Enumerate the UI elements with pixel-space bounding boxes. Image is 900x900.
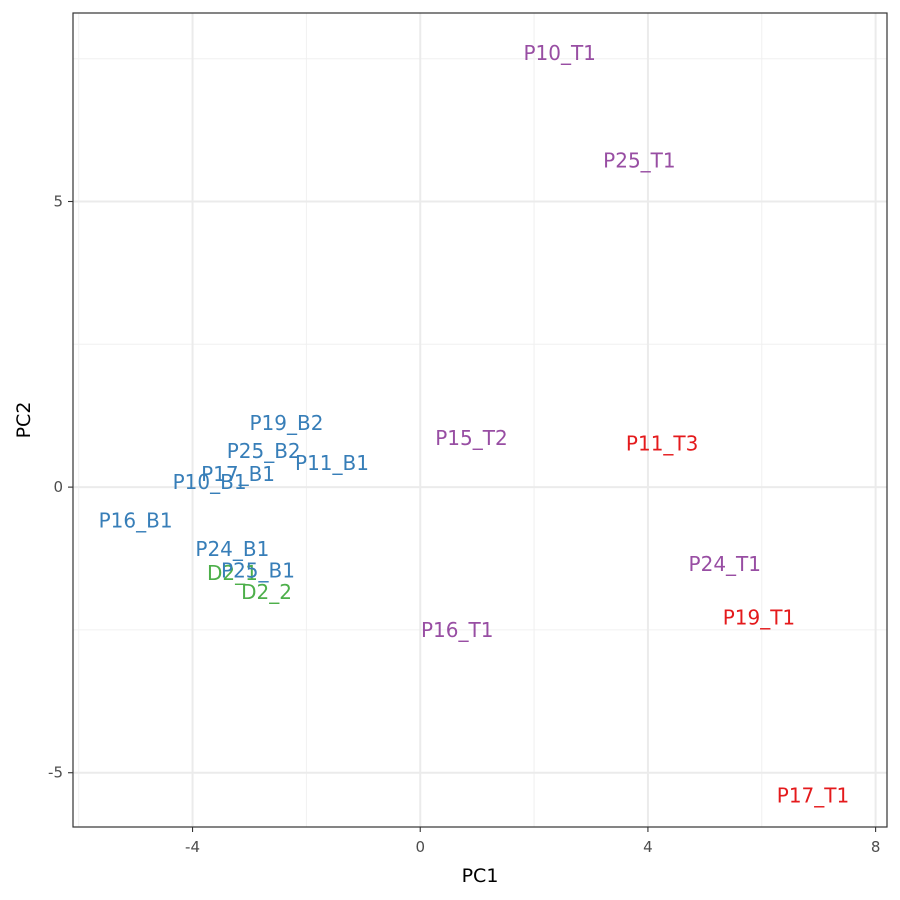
- point-label-p25-b2: P25_B2: [227, 439, 301, 463]
- point-label-p25-b1: P25_B1: [221, 559, 295, 583]
- y-axis-title: PC2: [13, 402, 35, 439]
- point-label-p17-t1: P17_T1: [777, 784, 849, 808]
- point-label-p19-t1: P19_T1: [723, 605, 795, 629]
- plot-panel-border: [72, 12, 888, 828]
- point-label-p10-t1: P10_T1: [523, 41, 595, 65]
- x-tick-label: -4: [185, 838, 200, 856]
- y-tick-label: -5: [48, 764, 63, 782]
- x-tick-label: 0: [415, 838, 425, 856]
- point-label-p25-t1: P25_T1: [603, 148, 675, 172]
- x-tick-label: 4: [643, 838, 653, 856]
- y-tick-label: 5: [53, 193, 63, 211]
- point-label-p11-t3: P11_T3: [626, 432, 698, 456]
- y-tick-label: 0: [53, 478, 63, 496]
- axis-ticks: -4 0 4 8 -5 0 5: [48, 193, 880, 856]
- x-axis-title: PC1: [462, 865, 499, 887]
- point-label-p17-b1: P17_B1: [201, 462, 275, 486]
- point-label-d2-2: D2_2: [241, 580, 292, 604]
- point-label-p10-b1: P10_B1: [173, 470, 247, 494]
- point-label-d2-1: D2_1: [207, 561, 258, 585]
- point-label-p15-t2: P15_T2: [435, 426, 507, 450]
- point-label-p16-t1: P16_T1: [421, 618, 493, 642]
- point-label-p24-b1: P24_B1: [195, 537, 269, 561]
- point-labels: P10_T1 P25_T1 P19_B2 P25_B2 P15_T2 P11_T3 P11_…: [99, 41, 850, 808]
- major-gridlines: [73, 13, 887, 827]
- x-tick-label: 8: [871, 838, 881, 856]
- point-label-p11-b1: P11_B1: [295, 451, 369, 475]
- point-label-p16-b1: P16_B1: [99, 508, 173, 532]
- point-label-p19-b2: P19_B2: [249, 411, 323, 435]
- minor-gridlines: [73, 13, 887, 827]
- point-label-p24-t1: P24_T1: [689, 552, 761, 576]
